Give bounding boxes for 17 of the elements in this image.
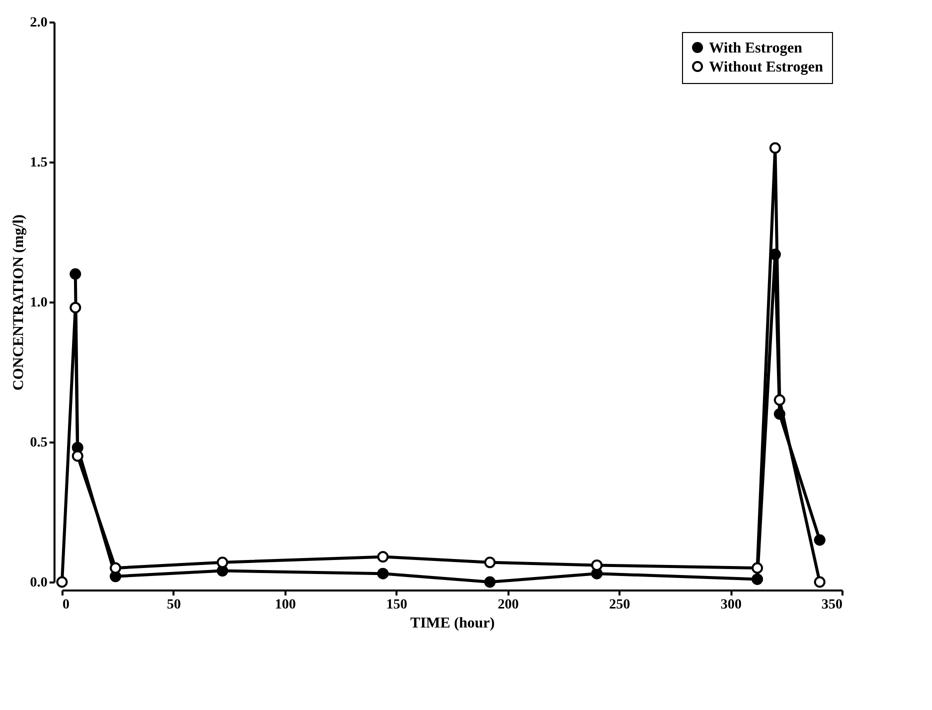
- x-tick-label: 250: [609, 598, 630, 612]
- x-tick-label: 150: [386, 598, 408, 612]
- x-tick-label: 350: [822, 598, 842, 612]
- x-axis-title: TIME (hour): [410, 616, 495, 632]
- y-tick-label: 1.0: [30, 296, 48, 310]
- y-tick-label: 0.0: [30, 576, 48, 590]
- y-axis-title: CONCENTRATION (mg/l): [11, 214, 27, 390]
- y-tick-label: 0.5: [30, 436, 48, 450]
- legend-label: Without Estrogen: [709, 60, 824, 76]
- x-tick-label: 50: [166, 598, 181, 612]
- x-tick-label: 0: [62, 598, 70, 612]
- y-tick-label: 2.0: [30, 16, 48, 30]
- x-tick-label: 100: [274, 598, 296, 612]
- x-tick-label: 300: [720, 598, 742, 612]
- x-tick-label: 200: [498, 598, 519, 612]
- y-tick-label: 1.5: [30, 156, 48, 170]
- legend-label: With Estrogen: [709, 40, 803, 56]
